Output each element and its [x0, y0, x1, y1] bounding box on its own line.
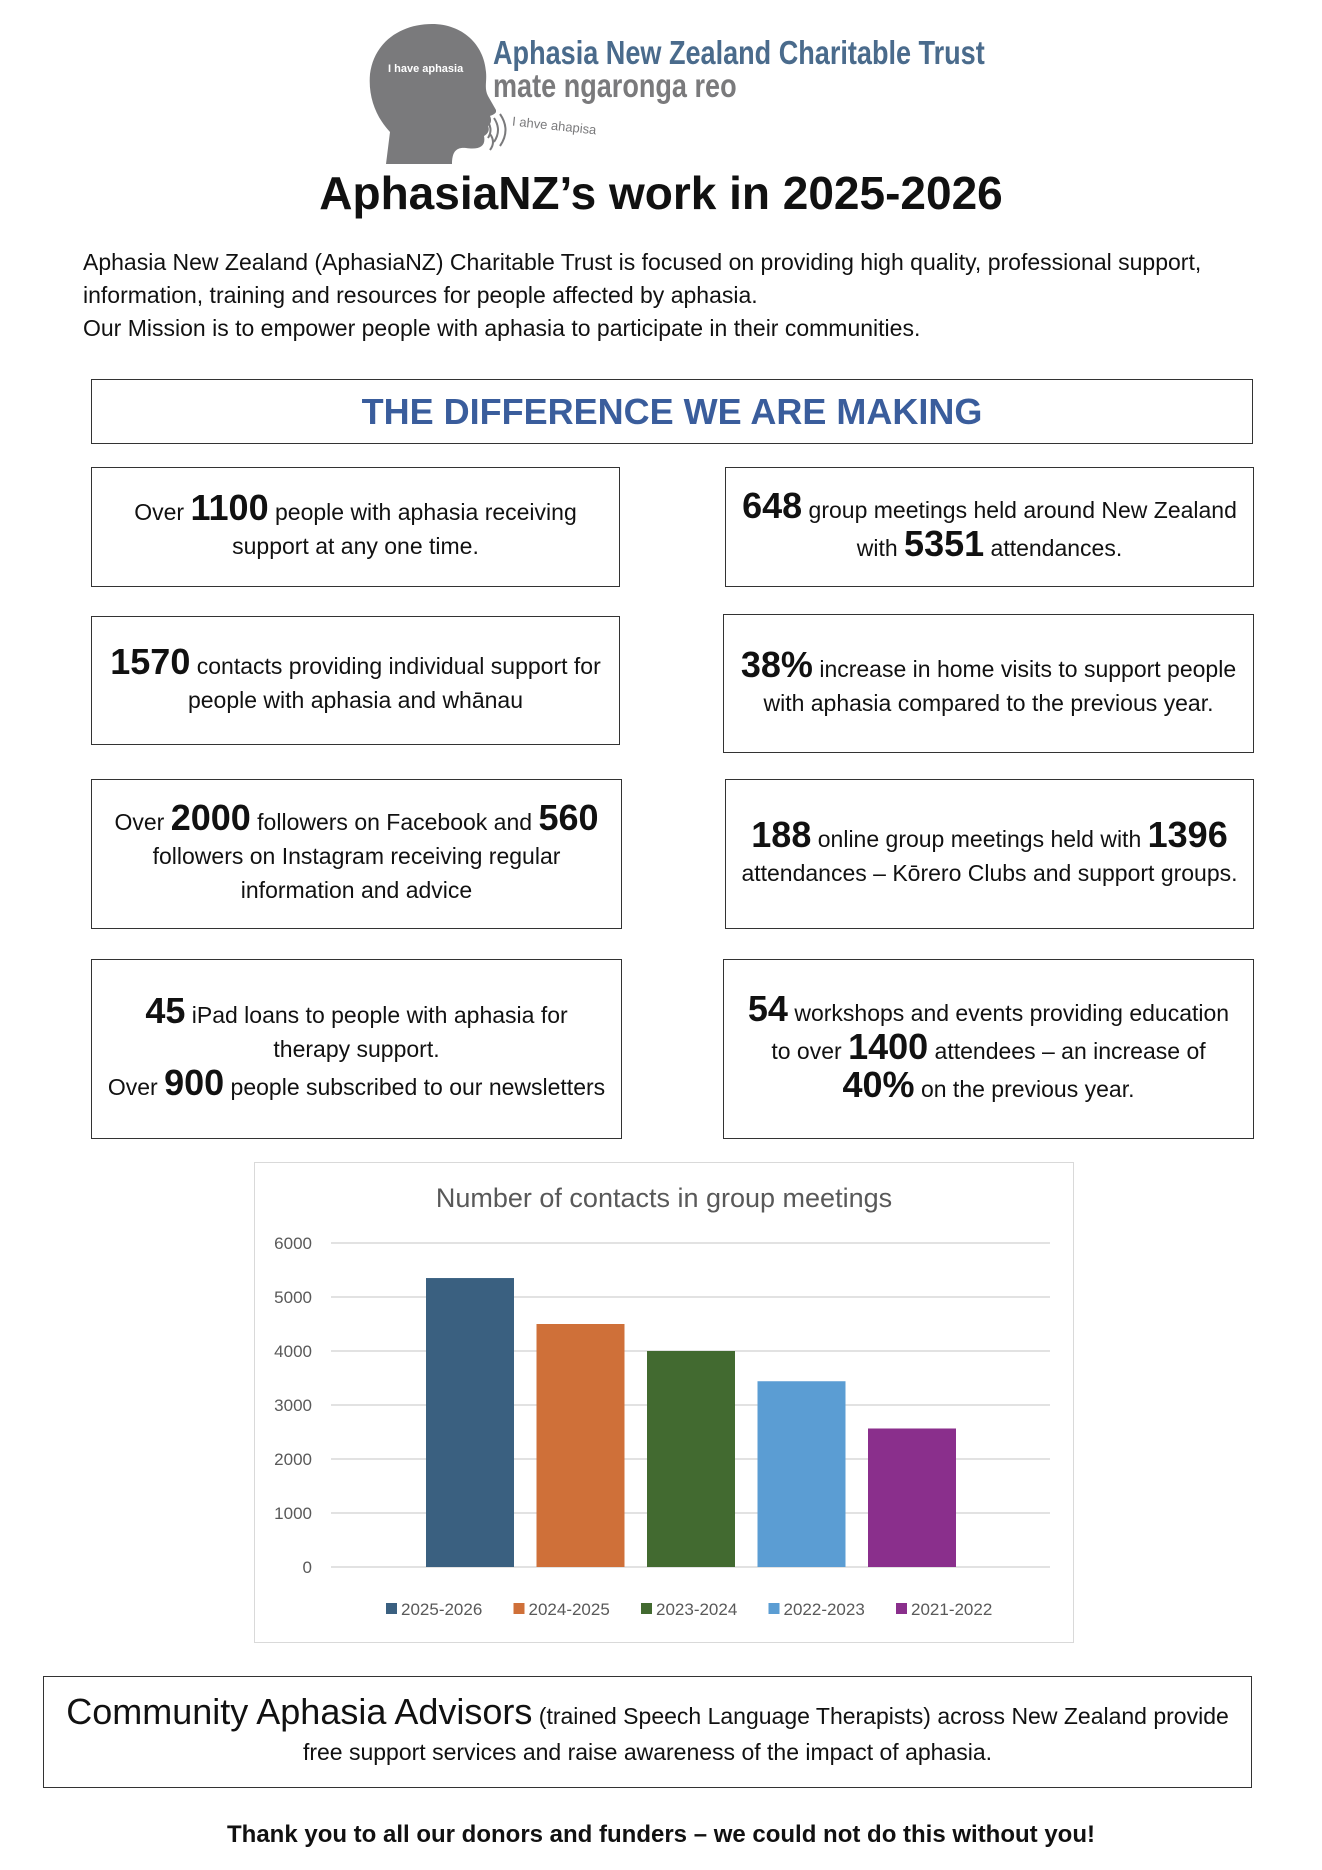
stat-text: people with aphasia receiving support at… [232, 499, 577, 559]
stat-number: 45 [145, 990, 186, 1031]
stat-text: group meetings held around New Zealand w… [802, 497, 1237, 561]
logo-head-text: I have aphasia [388, 63, 464, 75]
legend-label: 2025-2026 [401, 1600, 482, 1619]
stat-number: 560 [538, 797, 599, 838]
stat-text: contacts providing individual support fo… [187, 652, 601, 713]
stat-text: online group meetings held with [811, 826, 1148, 852]
legend-label: 2022-2023 [784, 1600, 865, 1619]
intro-text: Aphasia New Zealand (AphasiaNZ) Charitab… [83, 246, 1263, 345]
stat-number: 2000 [170, 797, 251, 838]
y-tick-label: 6000 [274, 1234, 312, 1253]
bar-2022-2023 [757, 1381, 846, 1567]
logo-maori-name: mate ngaronga reo [493, 67, 737, 104]
stat-text: attendances. [984, 535, 1123, 561]
stat-text: workshops and events providing education… [771, 1000, 1230, 1064]
stat-text: followers on Facebook and [250, 809, 539, 835]
stat-box: Over 1100 people with aphasia receiving … [91, 467, 620, 587]
thank-you-text: Thank you to all our donors and funders … [227, 1821, 1095, 1848]
bar-2024-2025 [536, 1324, 625, 1567]
stat-text: Over [114, 809, 171, 835]
legend-label: 2023-2024 [656, 1600, 737, 1619]
stat-text: on the previous year. [914, 1076, 1135, 1102]
stat-text: increase in home visits to support peopl… [763, 655, 1237, 716]
advisors-heading: Community Aphasia Advisors [66, 1691, 533, 1732]
intro-line-1: Aphasia New Zealand (AphasiaNZ) Charitab… [83, 249, 1202, 308]
stat-box: 45 iPad loans to people with aphasia for… [91, 959, 622, 1139]
stat-box: 54 workshops and events providing educat… [723, 959, 1254, 1139]
stat-text: iPad loans to people with aphasia for th… [185, 1002, 568, 1062]
sound-waves-icon [487, 113, 507, 147]
legend-label: 2021-2022 [911, 1600, 992, 1619]
legend-swatch [386, 1603, 397, 1614]
stat-text: Over [134, 499, 191, 525]
bar-2021-2022 [868, 1428, 956, 1567]
stat-number: 1396 [1147, 814, 1228, 855]
stat-number: 900 [164, 1062, 225, 1103]
chart-title: Number of contacts in group meetings [436, 1183, 892, 1213]
stat-text: Over [107, 1074, 165, 1100]
stat-text: followers on Instagram receiving regular… [152, 843, 561, 903]
stat-number: 54 [747, 988, 788, 1029]
y-tick-label: 3000 [274, 1396, 312, 1415]
stat-text: attendances – Kōrero Clubs and support g… [741, 860, 1238, 886]
stat-number: 5351 [904, 523, 985, 564]
y-tick-label: 5000 [274, 1288, 312, 1307]
chart-frame [254, 1162, 1074, 1643]
stat-box: 648 group meetings held around New Zeala… [725, 467, 1254, 587]
page-title: AphasiaNZ’s work in 2025-2026 [319, 167, 1003, 219]
legend-swatch [513, 1603, 525, 1614]
stat-number: 38% [740, 643, 813, 685]
stat-number: 1400 [848, 1026, 929, 1067]
y-tick-label: 4000 [274, 1342, 312, 1361]
bar-2023-2024 [647, 1351, 735, 1567]
advisors-text: (trained Speech Language Therapists) acr… [302, 1703, 1229, 1765]
y-tick-label: 0 [303, 1558, 312, 1577]
stat-box: 188 online group meetings held with 1396… [725, 779, 1254, 929]
y-tick-label: 1000 [274, 1504, 312, 1523]
stat-number: 188 [751, 814, 812, 855]
legend-swatch [768, 1603, 780, 1614]
stat-number: 40% [842, 1064, 915, 1105]
legend-label: 2024-2025 [529, 1600, 610, 1619]
y-tick-label: 2000 [274, 1450, 312, 1469]
stat-text: people subscribed to our newsletters [224, 1074, 606, 1100]
stat-box: Over 2000 followers on Facebook and 560 … [91, 779, 622, 929]
stat-number: 1100 [190, 487, 269, 528]
logo-org-name: Aphasia New Zealand Charitable Trust [493, 34, 985, 71]
advisors-box: Community Aphasia Advisors (trained Spee… [43, 1676, 1252, 1788]
section-header: THE DIFFERENCE WE ARE MAKING [91, 379, 1253, 444]
legend-swatch [896, 1603, 907, 1614]
bar-2025-2026 [426, 1278, 514, 1567]
stat-text: attendees – an increase of [928, 1038, 1206, 1064]
legend-swatch [641, 1603, 652, 1614]
stat-box: 1570 contacts providing individual suppo… [91, 616, 620, 745]
stat-box: 38% increase in home visits to support p… [723, 614, 1254, 753]
stat-number: 1570 [110, 640, 191, 682]
logo-head-icon [369, 24, 496, 164]
stat-number: 648 [742, 485, 803, 526]
intro-line-2: Our Mission is to empower people with ap… [83, 315, 921, 341]
